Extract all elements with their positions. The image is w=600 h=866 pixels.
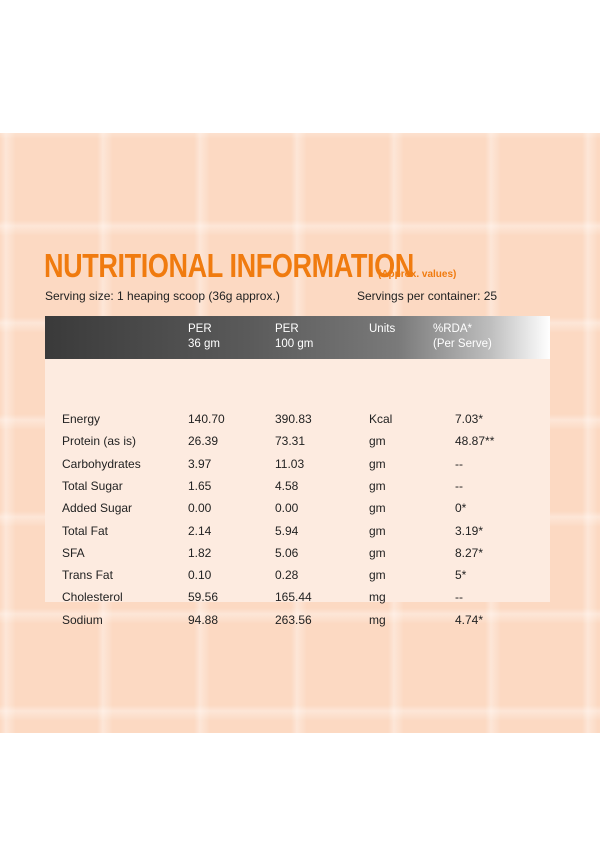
per-100gm-value: 5.06	[275, 545, 299, 560]
nutrient-name: Energy	[62, 412, 101, 426]
nutrient-name: SFA	[62, 545, 85, 560]
header-per-36gm: PER 36 gm	[188, 322, 220, 352]
page-subtitle: (Approx. values)	[378, 269, 457, 280]
rda-value: --	[455, 590, 463, 605]
header-line: Units	[369, 323, 396, 335]
table-row: Energy 140.70 390.83 Kcal 7.03*	[45, 408, 550, 430]
rda-value: 3.19*	[455, 523, 484, 538]
per-100gm-value: 390.83	[275, 412, 312, 426]
header-line: %RDA*	[433, 323, 472, 335]
per-100gm-value: 0.00	[275, 501, 299, 516]
unit: gm	[369, 478, 386, 493]
per-36gm-value: 1.82	[188, 545, 212, 560]
table-row: Total Fat 2.14 5.94 gm 3.19*	[45, 520, 550, 542]
nutrient-name: Total Fat	[62, 523, 109, 538]
rda-value: --	[455, 456, 463, 471]
header-rda: %RDA* (Per Serve)	[433, 322, 492, 352]
rda-value: 7.03*	[455, 412, 484, 426]
unit: gm	[369, 501, 386, 516]
per-100gm-value: 165.44	[275, 590, 312, 605]
unit: gm	[369, 523, 386, 538]
nutrient-name: Total Sugar	[62, 478, 123, 493]
rda-value: 8.27*	[455, 545, 484, 560]
per-36gm-value: 0.00	[188, 501, 212, 516]
unit: gm	[369, 434, 386, 449]
per-36gm-value: 3.97	[188, 456, 212, 471]
per-36gm-value: 140.70	[188, 412, 225, 426]
serving-size: Serving size: 1 heaping scoop (36g appro…	[45, 289, 280, 303]
rda-value: 48.87**	[455, 434, 495, 449]
per-36gm-value: 2.14	[188, 523, 212, 538]
header-line: 36 gm	[188, 338, 220, 350]
unit: gm	[369, 568, 386, 583]
table-row: Added Sugar 0.00 0.00 gm 0*	[45, 497, 550, 519]
per-100gm-value: 5.94	[275, 523, 299, 538]
table-row: Total Sugar 1.65 4.58 gm --	[45, 475, 550, 497]
header-line: 100 gm	[275, 338, 314, 350]
per-100gm-value: 263.56	[275, 612, 312, 627]
table-row: Carbohydrates 3.97 11.03 gm --	[45, 453, 550, 475]
header-line: (Per Serve)	[433, 338, 492, 350]
unit: gm	[369, 545, 386, 560]
header-line: PER	[275, 323, 299, 335]
nutrient-name: Cholesterol	[62, 590, 123, 605]
per-36gm-value: 94.88	[188, 612, 219, 627]
unit: Kcal	[369, 412, 393, 426]
header-units: Units	[369, 322, 395, 337]
per-100gm-value: 11.03	[275, 456, 305, 471]
header-per-100gm: PER 100 gm	[275, 322, 313, 352]
nutrient-name: Trans Fat	[62, 568, 113, 583]
table-row: Protein (as is) 26.39 73.31 gm 48.87**	[45, 430, 550, 452]
table-row: SFA 1.82 5.06 gm 8.27*	[45, 542, 550, 564]
rda-value: 5*	[455, 568, 467, 583]
table-header: PER 36 gm PER 100 gm Units %RDA* (Per Se…	[45, 316, 550, 359]
unit: gm	[369, 456, 386, 471]
title-row: NUTRITIONAL INFORMATION (Approx. values)	[44, 249, 456, 283]
per-100gm-value: 0.28	[275, 568, 299, 583]
per-100gm-value: 4.58	[275, 478, 299, 493]
nutrient-name: Carbohydrates	[62, 456, 141, 471]
nutrition-table: PER 36 gm PER 100 gm Units %RDA* (Per Se…	[45, 316, 550, 627]
nutrient-name: Sodium	[62, 612, 103, 627]
unit: mg	[369, 612, 386, 627]
header-line: PER	[188, 323, 212, 335]
rda-value: 0*	[455, 501, 467, 516]
per-36gm-value: 1.65	[188, 478, 212, 493]
table-row: Sodium 94.88 263.56 mg 4.74*	[45, 609, 550, 631]
per-100gm-value: 73.31	[275, 434, 306, 449]
table-row: Trans Fat 0.10 0.28 gm 5*	[45, 564, 550, 586]
per-36gm-value: 0.10	[188, 568, 212, 583]
servings-per-container: Servings per container: 25	[357, 289, 498, 303]
unit: mg	[369, 590, 386, 605]
per-36gm-value: 26.39	[188, 434, 219, 449]
table-row: Cholesterol 59.56 165.44 mg --	[45, 586, 550, 608]
nutrient-name: Protein (as is)	[62, 434, 137, 449]
page-title: NUTRITIONAL INFORMATION	[44, 247, 414, 284]
rda-value: 4.74*	[455, 612, 484, 627]
nutrient-name: Added Sugar	[62, 501, 133, 516]
rda-value: --	[455, 478, 463, 493]
per-36gm-value: 59.56	[188, 590, 219, 605]
